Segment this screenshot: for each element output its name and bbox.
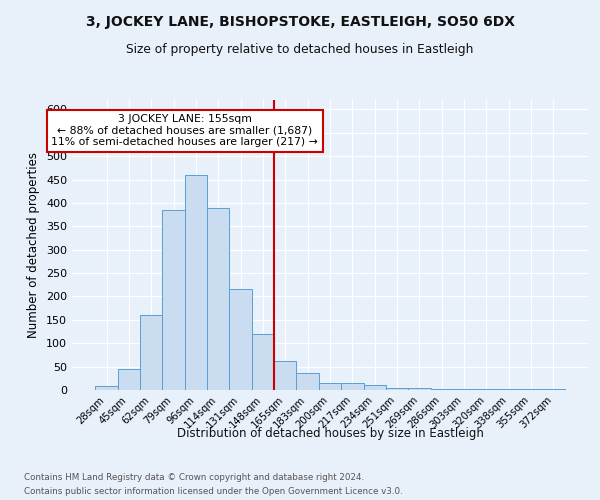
Text: 3 JOCKEY LANE: 155sqm  
← 88% of detached houses are smaller (1,687)
11% of semi: 3 JOCKEY LANE: 155sqm ← 88% of detached … xyxy=(52,114,318,147)
Text: Contains public sector information licensed under the Open Government Licence v3: Contains public sector information licen… xyxy=(24,488,403,496)
Text: 3, JOCKEY LANE, BISHOPSTOKE, EASTLEIGH, SO50 6DX: 3, JOCKEY LANE, BISHOPSTOKE, EASTLEIGH, … xyxy=(86,15,515,29)
Bar xyxy=(185,175,207,390)
Bar xyxy=(118,369,140,390)
Bar xyxy=(229,290,252,390)
Bar xyxy=(95,386,118,390)
Text: Contains HM Land Registry data © Crown copyright and database right 2024.: Contains HM Land Registry data © Crown c… xyxy=(24,472,364,482)
Bar xyxy=(319,383,341,390)
Bar xyxy=(431,388,453,390)
Bar xyxy=(453,388,475,390)
Bar xyxy=(364,386,386,390)
Bar xyxy=(163,210,185,390)
Bar xyxy=(252,334,274,390)
Y-axis label: Number of detached properties: Number of detached properties xyxy=(28,152,40,338)
Bar xyxy=(207,208,229,390)
Bar xyxy=(274,360,296,390)
Bar xyxy=(542,388,565,390)
Bar xyxy=(408,388,431,390)
Bar xyxy=(341,383,364,390)
Bar xyxy=(386,388,408,390)
Bar xyxy=(497,389,520,390)
Text: Distribution of detached houses by size in Eastleigh: Distribution of detached houses by size … xyxy=(176,428,484,440)
Bar xyxy=(475,389,497,390)
Bar xyxy=(520,389,542,390)
Bar xyxy=(296,372,319,390)
Text: Size of property relative to detached houses in Eastleigh: Size of property relative to detached ho… xyxy=(127,42,473,56)
Bar xyxy=(140,315,163,390)
